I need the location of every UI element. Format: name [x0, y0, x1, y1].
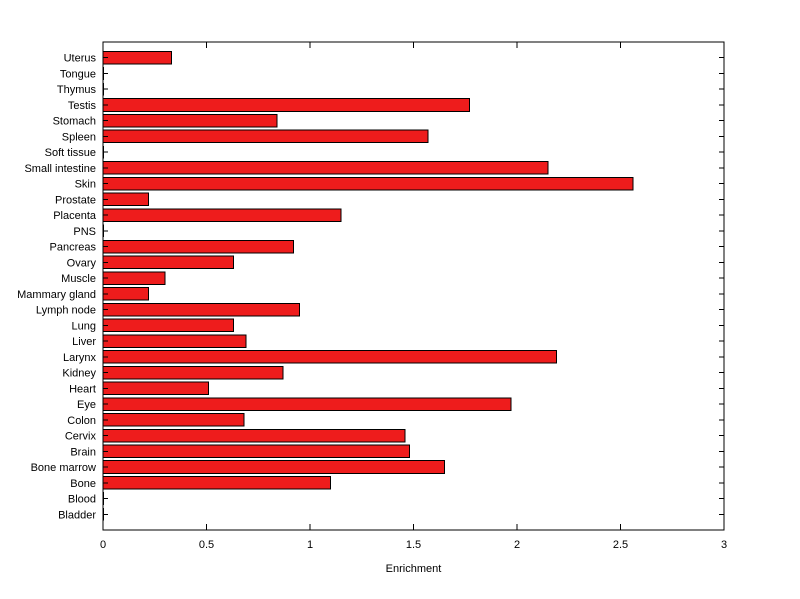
- x-tick-label: 1: [307, 539, 313, 551]
- category-label: Larynx: [63, 352, 97, 364]
- bar: [102, 239, 294, 254]
- category-label: Muscle: [61, 273, 96, 285]
- category-label: Colon: [67, 415, 96, 427]
- bar: [102, 255, 234, 270]
- category-label: Eye: [77, 399, 96, 411]
- bar: [102, 460, 446, 474]
- bar: [102, 271, 166, 285]
- bar: [102, 413, 245, 427]
- category-label: Thymus: [57, 84, 97, 96]
- category-label: Testis: [68, 100, 97, 112]
- bar: [102, 444, 410, 459]
- category-label: Cervix: [65, 431, 97, 443]
- category-label: Skin: [75, 179, 96, 191]
- bar: [102, 334, 247, 348]
- bar: [102, 318, 234, 333]
- bar: [102, 98, 470, 112]
- x-tick-label: 2: [514, 539, 520, 551]
- bar: [102, 287, 150, 301]
- bar: [102, 50, 172, 65]
- category-label: Kidney: [62, 368, 96, 380]
- category-label: Heart: [69, 383, 96, 395]
- bar: [102, 397, 512, 411]
- x-tick-label: 0: [100, 539, 106, 551]
- bar: [102, 381, 210, 396]
- category-label: Bladder: [58, 509, 96, 521]
- bar: [102, 192, 150, 207]
- bar: [102, 302, 301, 317]
- category-label: Uterus: [64, 53, 97, 65]
- category-label: Blood: [68, 494, 96, 506]
- bar: [102, 129, 429, 144]
- bar: [102, 208, 342, 222]
- category-label: Tongue: [60, 68, 96, 80]
- x-tick-label: 2.5: [613, 539, 628, 551]
- category-label: Soft tissue: [45, 147, 96, 159]
- category-label: Brain: [70, 446, 96, 458]
- category-label: Lung: [72, 320, 96, 332]
- bar: [102, 176, 634, 191]
- x-tick-label: 0.5: [199, 539, 214, 551]
- bar: [102, 428, 406, 443]
- x-tick-label: 1.5: [406, 539, 421, 551]
- bar: [102, 113, 278, 128]
- category-label: Mammary gland: [17, 289, 96, 301]
- category-label: Lymph node: [36, 305, 96, 317]
- bar: [102, 161, 549, 175]
- category-label: Bone marrow: [31, 462, 96, 474]
- category-label: Bone: [70, 478, 96, 490]
- category-label: Stomach: [53, 116, 96, 128]
- category-label: Ovary: [67, 257, 97, 269]
- x-axis-label: Enrichment: [386, 563, 442, 575]
- category-label: Liver: [72, 336, 96, 348]
- bar: [102, 350, 557, 364]
- category-label: Placenta: [53, 210, 97, 222]
- category-label: PNS: [73, 226, 96, 238]
- x-tick-label: 3: [721, 539, 727, 551]
- category-label: Spleen: [62, 131, 96, 143]
- bar: [102, 475, 332, 490]
- category-label: Small intestine: [24, 163, 96, 175]
- category-label: Prostate: [55, 194, 96, 206]
- category-label: Pancreas: [50, 242, 97, 254]
- bar: [102, 365, 284, 380]
